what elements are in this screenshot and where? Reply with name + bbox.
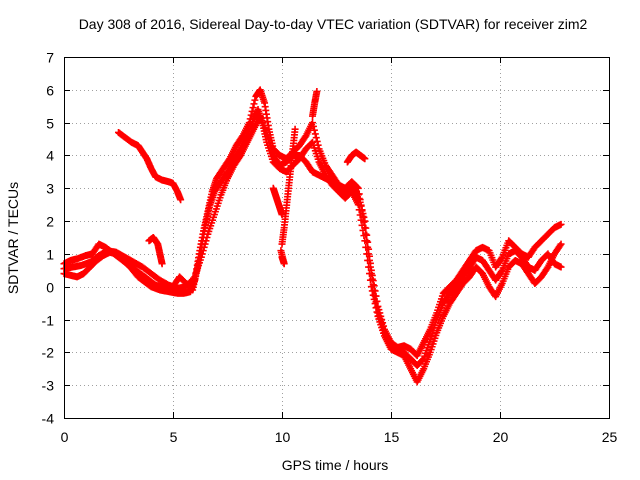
data-point [197, 253, 205, 261]
data-point [190, 274, 198, 282]
data-point [354, 184, 362, 192]
series-track-g [309, 87, 321, 120]
data-point [309, 119, 317, 127]
data-point [358, 207, 366, 215]
y-tick-label: 7 [46, 50, 54, 66]
data-point [309, 122, 317, 130]
data-point [373, 303, 381, 311]
y-tick-label: 1 [46, 247, 54, 263]
data-point [277, 247, 285, 255]
x-tick-label: 0 [61, 429, 69, 445]
data-point [361, 224, 369, 232]
data-point [355, 190, 363, 198]
data-point [312, 134, 320, 142]
data-point [198, 250, 206, 258]
data-point [264, 132, 272, 140]
y-tick-label: 0 [46, 280, 54, 296]
data-point [266, 142, 274, 150]
data-point [362, 230, 370, 238]
data-point [199, 247, 207, 255]
data-point [313, 87, 321, 95]
series-track-i [277, 247, 288, 268]
plot-frame [64, 57, 610, 419]
data-point [310, 126, 318, 134]
data-point [360, 218, 368, 226]
y-tick-label: -1 [42, 313, 55, 329]
data-point [200, 243, 208, 251]
series-track-d [115, 128, 185, 204]
series-track-c [60, 112, 565, 369]
series-track-j [343, 148, 369, 166]
series-track-f [278, 125, 299, 248]
y-tick-label: 2 [46, 214, 54, 230]
data-point [361, 217, 369, 225]
y-tick-label: 5 [46, 116, 54, 132]
y-axis-label: SDTVAR / TECUs [5, 182, 21, 294]
data-point [367, 270, 375, 278]
data-point [557, 220, 565, 228]
x-tick-label: 10 [275, 429, 291, 445]
data-point [202, 237, 210, 245]
x-axis-label: GPS time / hours [282, 457, 389, 473]
x-tick-label: 25 [602, 429, 618, 445]
series-track-h [269, 184, 286, 219]
data-point [177, 196, 185, 204]
data-point [370, 286, 378, 294]
grid [64, 57, 609, 418]
data-point [419, 356, 427, 364]
data-point [357, 201, 365, 209]
data-point [359, 212, 367, 220]
y-tick-label: 6 [46, 83, 54, 99]
y-tick-label: -4 [42, 411, 55, 427]
data-series [60, 86, 565, 386]
data-point [268, 148, 276, 156]
data-point [201, 240, 209, 248]
y-tick-label: 3 [46, 181, 54, 197]
data-point [557, 240, 565, 248]
data-point [361, 155, 369, 163]
data-point [203, 234, 211, 241]
y-tick-label: 4 [46, 148, 54, 164]
series-track-e [145, 234, 166, 268]
data-point [372, 298, 380, 306]
data-point [557, 263, 565, 271]
data-point [158, 260, 166, 268]
data-point [311, 130, 319, 138]
data-point [278, 211, 286, 219]
data-point [371, 292, 379, 300]
x-tick-label: 15 [384, 429, 400, 445]
data-point [369, 281, 377, 289]
data-point [263, 128, 271, 136]
data-point [366, 263, 374, 271]
data-point [366, 256, 374, 264]
series-track-a [60, 86, 565, 360]
data-point [556, 241, 564, 249]
data-point [266, 138, 274, 146]
data-point [365, 250, 373, 258]
y-tick-label: -2 [42, 345, 55, 361]
data-point [251, 96, 259, 104]
data-point [249, 104, 257, 112]
chart-title: Day 308 of 2016, Sidereal Day-to-day VTE… [79, 16, 588, 32]
data-point [353, 183, 361, 191]
data-point [313, 137, 321, 145]
x-tick-label: 5 [170, 429, 178, 445]
data-point [368, 275, 376, 283]
y-tick-label: -3 [42, 378, 55, 394]
data-point [356, 196, 364, 204]
data-point [265, 135, 273, 143]
axis-ticks: 0 5 10 15 20 25 -4 -3 -2 -1 0 1 2 3 4 5 6 7 [42, 50, 618, 446]
x-tick-label: 20 [493, 429, 509, 445]
data-point [364, 243, 372, 251]
data-point [250, 100, 258, 108]
data-point [497, 268, 505, 276]
data-point [363, 237, 371, 245]
data-point [291, 125, 299, 133]
data-point [267, 145, 275, 153]
